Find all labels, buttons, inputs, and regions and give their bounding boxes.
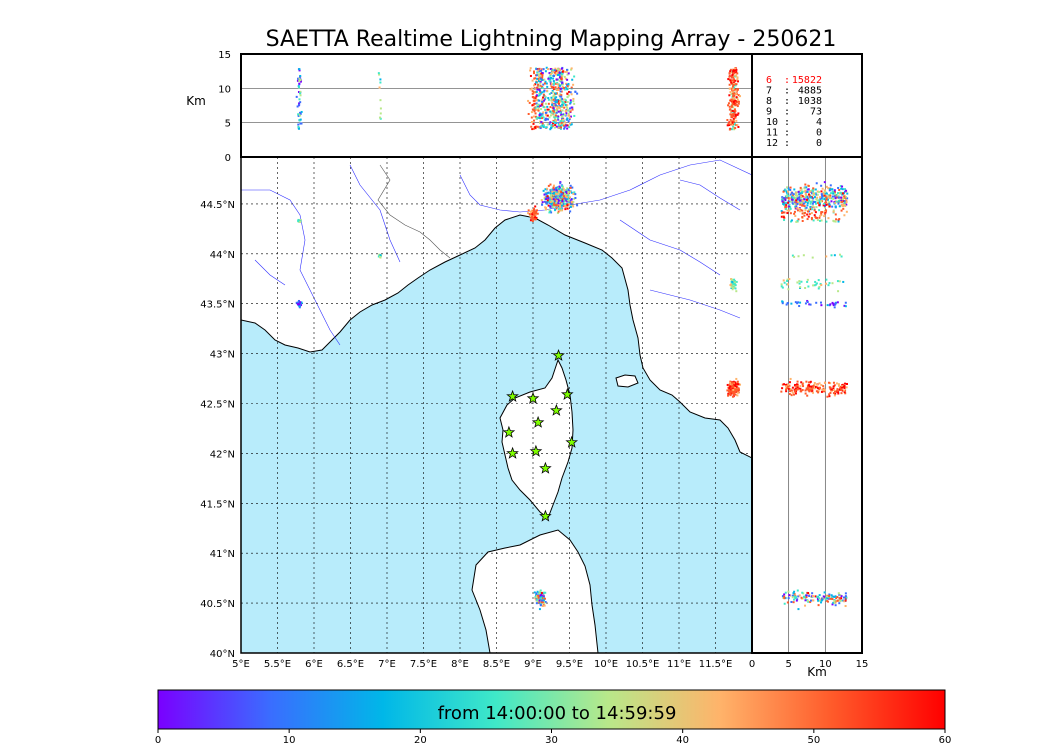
longitude-tick: 5.5°E (264, 659, 291, 670)
station-star-icon (539, 461, 552, 474)
legend-frame (751, 53, 863, 158)
station-star-icon (531, 415, 545, 428)
altitude-tick: 0 (225, 153, 231, 164)
time-colorbar: from 14:00:00 to 14:59:59 0 10 20 30 40 50 60 (155, 689, 952, 746)
altitude-tick: 10 (218, 84, 231, 95)
graticule (241, 157, 752, 653)
station-star-icon (552, 348, 565, 361)
country-borders (377, 164, 451, 259)
latitude-tick: 40°N (210, 649, 235, 660)
altitude-longitude-panel: 15 10 5 0 Km (186, 50, 753, 164)
legend-row: 7:4885 (766, 86, 822, 97)
side-panel-bg (752, 157, 862, 653)
longitude-tick: 9°E (524, 659, 542, 670)
altitude-axis-label: Km (186, 94, 206, 108)
longitude-tick: 5°E (232, 659, 250, 670)
longitude-tick: 6°E (305, 659, 323, 670)
elba-island (615, 374, 639, 388)
top-panel-bg (241, 54, 752, 157)
colorbar-strip (157, 689, 946, 730)
figure-title: SAETTA Realtime Lightning Mapping Array … (266, 27, 837, 52)
altitude-tick-labels: 15 10 5 0 (218, 50, 231, 164)
side-panel-gridlines (788, 157, 826, 653)
side-tick: 15 (856, 659, 869, 670)
longitude-tick-labels: 5°E 5.5°E 6°E 6.5°E 7°E 7.5°E 8°E 8.5°E 9°E 9.5°E… (232, 659, 732, 670)
latitude-tick: 43.5°N (200, 300, 235, 311)
colorbar-tick: 30 (545, 735, 558, 746)
station-star-icon (550, 403, 563, 416)
longitude-tick: 7°E (378, 659, 396, 670)
river-lines (241, 159, 752, 346)
side-panel-frame (751, 156, 863, 654)
top-lightning-sources (295, 66, 742, 131)
latitude-tick: 42°N (210, 449, 235, 460)
corsica-island (499, 358, 574, 519)
top-panel-gridlines (241, 87, 752, 124)
legend-row: 9:73 (766, 107, 822, 118)
legend-row: 12:0 (766, 138, 822, 149)
mainland-land (241, 157, 752, 459)
altitude-tick: 15 (218, 50, 231, 61)
station-star-icon (506, 446, 519, 459)
station-star-icon (560, 387, 574, 400)
station-star-icon (506, 389, 519, 402)
colorbar-tick-labels: 0 10 20 30 40 50 60 (155, 729, 952, 746)
map-panel: 5°E 5.5°E 6°E 6.5°E 7°E 7.5°E 8°E 8.5°E 9°E 9.5°E… (200, 156, 753, 670)
latitude-tick-labels: 44.5°N 44°N 43.5°N 43°N 42.5°N 42°N 41.5°N 41°N… (200, 200, 235, 660)
legend-row: 11:0 (766, 128, 822, 139)
latitude-tick: 44.5°N (200, 200, 235, 211)
side-tick: 10 (819, 659, 832, 670)
side-tick: 5 (785, 659, 791, 670)
legend-row: 6:15822 (766, 75, 822, 86)
longitude-tick: 8°E (451, 659, 469, 670)
longitude-tick: 8.5°E (483, 659, 510, 670)
longitude-tick: 11°E (667, 659, 691, 670)
legend-row: 10:4 (766, 117, 822, 128)
side-axis-label: Km (807, 665, 827, 679)
colorbar-tick: 20 (414, 735, 427, 746)
colorbar-tick: 0 (155, 735, 161, 746)
latitude-tick: 41°N (210, 549, 235, 560)
latitude-tick: 43°N (210, 350, 235, 361)
map-lightning-sources (295, 181, 742, 611)
latitude-tick: 40.5°N (200, 599, 235, 610)
colorbar-tick: 40 (676, 735, 689, 746)
station-markers (502, 348, 579, 522)
longitude-tick: 11.5°E (699, 659, 733, 670)
station-star-icon (529, 444, 543, 457)
legend-row: 8:1038 (766, 96, 822, 107)
station-star-icon (539, 509, 552, 522)
station-star-icon (502, 425, 516, 438)
longitude-tick: 6.5°E (337, 659, 364, 670)
side-lightning-sources (780, 181, 849, 611)
longitude-tick: 7.5°E (410, 659, 437, 670)
colorbar-tick: 10 (283, 735, 296, 746)
latitude-tick: 44°N (210, 250, 235, 261)
latitude-tick: 42.5°N (200, 400, 235, 411)
side-tick: 0 (749, 659, 755, 670)
altitude-tick: 5 (225, 119, 231, 130)
side-tick-labels: 0 5 10 15 (749, 659, 869, 670)
longitude-tick: 9.5°E (556, 659, 583, 670)
longitude-tick: 10°E (594, 659, 618, 670)
latitude-tick: 41.5°N (200, 499, 235, 510)
altitude-latitude-panel: 0 5 10 15 Km (749, 156, 869, 679)
station-star-icon (526, 391, 540, 404)
colorbar-tick: 60 (939, 735, 952, 746)
station-star-icon (565, 435, 579, 448)
longitude-tick: 10.5°E (626, 659, 660, 670)
time-range-label: from 14:00:00 to 14:59:59 (438, 703, 677, 724)
colorbar-tick: 50 (807, 735, 820, 746)
